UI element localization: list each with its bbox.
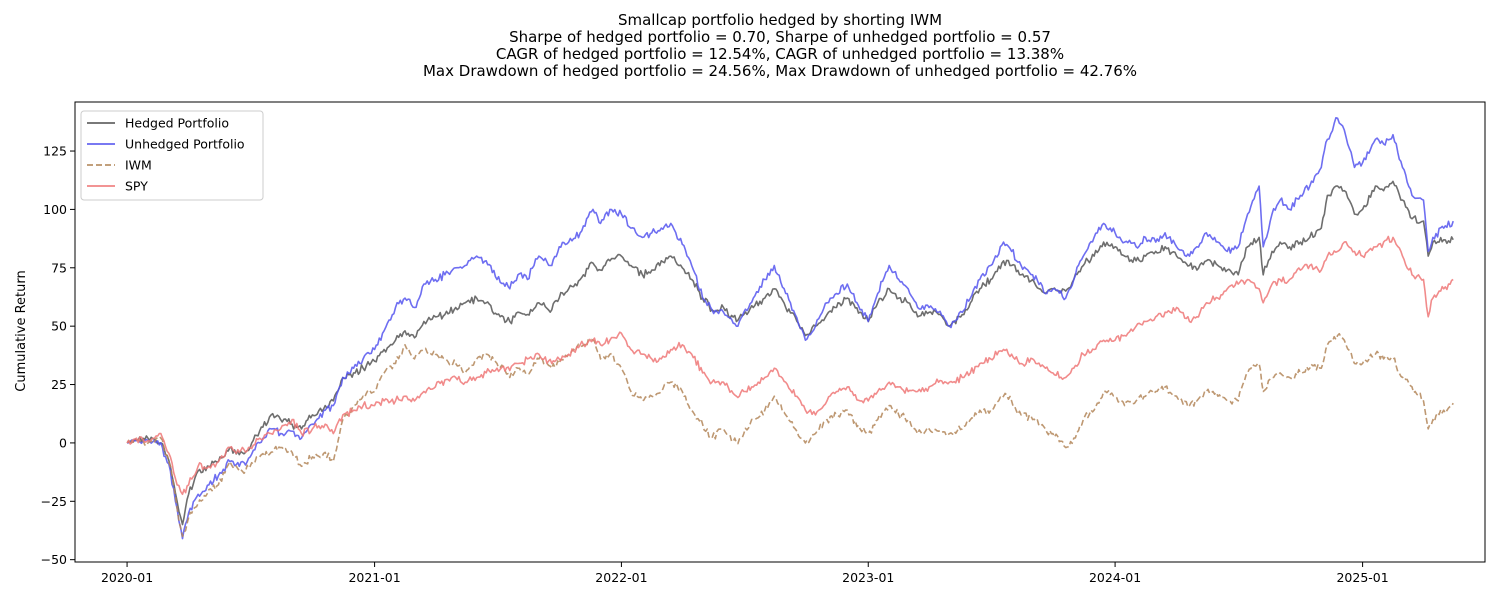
axes-layer: 2020-01 2021-01 2022-01 2023-01 2024-01 2025-… xyxy=(41,101,1486,585)
chart-title: Smallcap portfolio hedged by shorting IW… xyxy=(75,12,1485,80)
x-tick-label: 2023-01 xyxy=(842,570,894,585)
chart-subtitle-drawdown: Max Drawdown of hedged portfolio = 24.56… xyxy=(422,62,1138,80)
legend-label: IWM xyxy=(125,158,152,173)
y-tick-label: 25 xyxy=(51,377,67,392)
x-tick-label: 2025-01 xyxy=(1336,570,1388,585)
x-tick-label: 2022-01 xyxy=(595,570,647,585)
x-tick-label: 2021-01 xyxy=(348,570,400,585)
chart-subtitle-cagr: CAGR of hedged portfolio = 12.54%, CAGR … xyxy=(495,45,1065,63)
y-tick-label: 125 xyxy=(43,144,67,159)
chart-title-line: Smallcap portfolio hedged by shorting IW… xyxy=(617,11,943,29)
x-tick-label: 2024-01 xyxy=(1089,570,1141,585)
y-tick-label: 100 xyxy=(43,202,67,217)
y-tick-label: 50 xyxy=(51,319,67,334)
legend: Hedged Portfolio Unhedged Portfolio IWM SPY xyxy=(80,110,264,201)
y-tick-label: 75 xyxy=(51,260,67,275)
y-tick-label: −25 xyxy=(41,494,67,509)
series-line-unhedged-portfolio xyxy=(126,117,1454,540)
x-tick-label: 2020-01 xyxy=(101,570,153,585)
series-layer xyxy=(126,117,1454,540)
legend-label: Hedged Portfolio xyxy=(125,116,229,131)
series-line-spy xyxy=(126,235,1454,496)
legend-label: SPY xyxy=(125,179,148,194)
legend-label: Unhedged Portfolio xyxy=(125,137,245,152)
y-tick-label: −50 xyxy=(41,552,67,567)
legend-box xyxy=(80,110,264,201)
chart-subtitle-sharpe: Sharpe of hedged portfolio = 0.70, Sharp… xyxy=(509,28,1051,46)
series-line-iwm xyxy=(126,332,1454,538)
series-line-hedged-portfolio xyxy=(126,180,1454,526)
y-tick-label: 0 xyxy=(59,435,67,450)
plot-frame xyxy=(74,101,1486,563)
y-axis-label: Cumulative Return xyxy=(14,270,29,391)
